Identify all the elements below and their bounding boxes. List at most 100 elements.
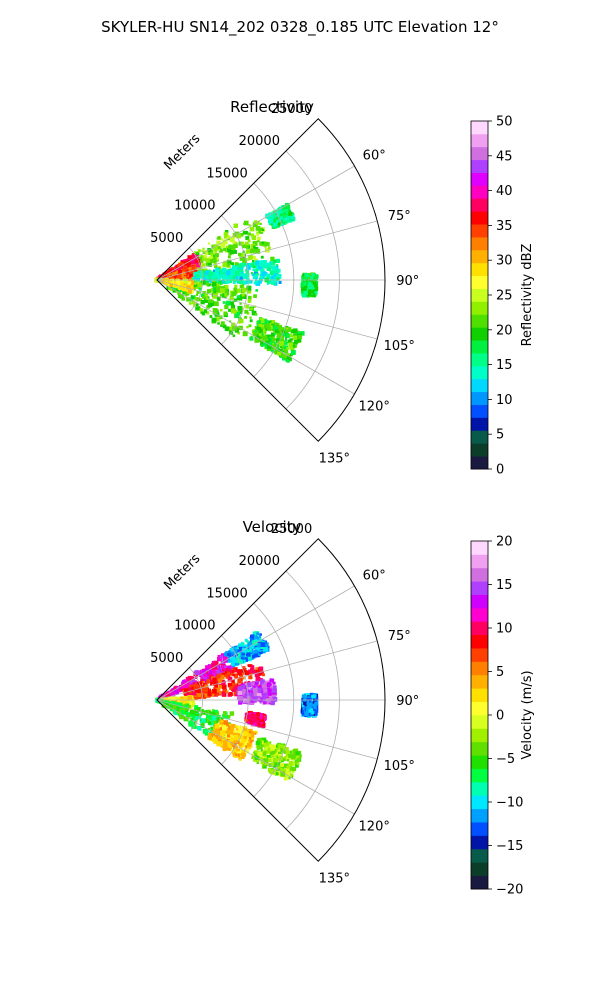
- field-pixel: [247, 280, 251, 284]
- field-pixel: [223, 668, 227, 672]
- field-pixel: [245, 688, 248, 691]
- field-pixel: [209, 315, 213, 318]
- field-pixel: [196, 259, 200, 264]
- field-pixel: [222, 724, 227, 729]
- field-pixel: [304, 711, 309, 716]
- field-pixel: [252, 715, 257, 720]
- field-pixel: [262, 269, 265, 272]
- field-pixel: [230, 666, 234, 669]
- field-pixel: [259, 633, 262, 636]
- field-pixel: [245, 270, 249, 274]
- field-pixel: [216, 741, 222, 747]
- field-pixel: [270, 340, 273, 343]
- field-pixel: [229, 651, 235, 657]
- field-pixel: [257, 649, 261, 653]
- field-pixel: [187, 255, 193, 260]
- field-pixel: [200, 311, 204, 314]
- field-pixel: [194, 709, 197, 713]
- field-pixel: [260, 324, 264, 328]
- field-pixel: [259, 227, 264, 231]
- field-pixel: [216, 670, 220, 674]
- field-pixel: [189, 684, 194, 689]
- field-pixel: [227, 669, 232, 674]
- field-pixel: [280, 770, 284, 773]
- field-pixel: [271, 279, 276, 284]
- field-pixel: [247, 690, 251, 693]
- field-pixel: [232, 688, 236, 693]
- field-pixel: [275, 329, 279, 333]
- field-pixel: [217, 678, 223, 683]
- field-pixel: [285, 220, 289, 224]
- field-pixel: [234, 734, 239, 739]
- field-pixel: [201, 249, 204, 252]
- field-pixel: [234, 661, 239, 666]
- field-pixel: [263, 642, 269, 648]
- field-pixel: [253, 687, 258, 693]
- field-pixel: [207, 692, 212, 697]
- field-pixel: [210, 252, 215, 257]
- field-pixel: [256, 231, 259, 234]
- field-pixel: [235, 288, 240, 293]
- field-pixel: [254, 338, 259, 343]
- field-pixel: [304, 286, 307, 289]
- colorbar-label: Reflectivity dBZ: [520, 244, 535, 347]
- field-pixel: [271, 276, 275, 280]
- field-pixel: [221, 680, 226, 686]
- field-pixel: [290, 773, 293, 777]
- field-pixel: [229, 692, 233, 696]
- field-pixel: [190, 271, 193, 274]
- field-pixel: [173, 689, 179, 695]
- field-pixel: [231, 662, 235, 667]
- field-pixel: [255, 289, 258, 292]
- field-pixel: [257, 264, 263, 269]
- field-pixel: [278, 280, 282, 284]
- field-pixel: [226, 259, 232, 265]
- field-pixel: [227, 734, 231, 738]
- field-pixel: [187, 687, 193, 693]
- field-pixel: [242, 273, 248, 279]
- field-pixel: [191, 686, 195, 690]
- field-pixel: [247, 232, 251, 236]
- field-pixel: [244, 315, 248, 319]
- field-pixel: [250, 233, 254, 237]
- field-pixel: [268, 758, 272, 763]
- field-pixel: [276, 268, 281, 273]
- field-pixel: [225, 245, 230, 250]
- field-pixel: [223, 232, 229, 237]
- field-pixel: [220, 736, 224, 741]
- field-pixel: [270, 320, 275, 325]
- field-pixel: [247, 656, 252, 662]
- field-pixel: [260, 321, 263, 325]
- field-pixel: [266, 266, 271, 271]
- field-pixel: [224, 326, 230, 332]
- field-pixel: [190, 295, 193, 298]
- field-pixel: [226, 275, 232, 280]
- field-pixel: [294, 341, 298, 345]
- angle-tick-label: 90°: [396, 274, 419, 289]
- field-pixel: [272, 225, 275, 228]
- colorbar-segment: [471, 146, 488, 161]
- field-pixel: [229, 664, 232, 667]
- field-pixel: [262, 758, 265, 761]
- field-pixel: [198, 681, 203, 685]
- field-pixel: [252, 260, 255, 263]
- field-pixel: [241, 659, 246, 664]
- field-pixel: [262, 683, 268, 689]
- field-pixel: [229, 654, 234, 659]
- field-pixel: [279, 213, 285, 219]
- field-pixel: [218, 237, 221, 240]
- field-pixel: [233, 287, 237, 292]
- field-pixel: [280, 346, 282, 349]
- field-pixel: [222, 738, 227, 743]
- field-pixel: [302, 292, 307, 298]
- field-pixel: [215, 282, 220, 287]
- field-pixel: [227, 682, 233, 688]
- field-pixel: [208, 277, 212, 281]
- field-pixel: [259, 261, 265, 267]
- field-pixel: [219, 288, 225, 294]
- field-pixel: [259, 335, 263, 339]
- field-pixel: [231, 291, 236, 297]
- field-pixel: [247, 721, 250, 724]
- field-pixel: [196, 271, 201, 277]
- field-pixel: [282, 345, 286, 348]
